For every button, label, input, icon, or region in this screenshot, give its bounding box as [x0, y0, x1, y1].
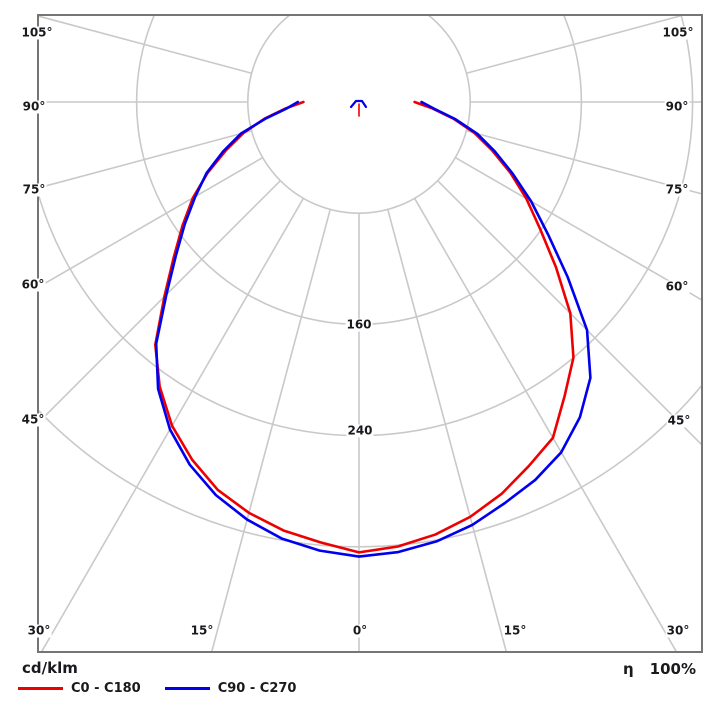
angle-label: 30°: [665, 623, 691, 638]
angle-label: 30°: [26, 623, 52, 638]
legend-label-c90-c270: C90 - C270: [217, 681, 297, 696]
unit-label: cd/klm: [22, 659, 78, 677]
plot-frame: [37, 14, 703, 653]
angle-label: 15°: [189, 623, 215, 638]
angle-label: 75°: [664, 182, 690, 197]
angle-label: 90°: [664, 99, 690, 114]
legend-swatch-c0-c180: [18, 687, 63, 690]
angle-label: 105°: [661, 25, 695, 40]
legend-label-c0-c180: C0 - C180: [71, 681, 141, 696]
legend-swatch-c90-c270: [164, 687, 210, 690]
angle-label: 60°: [664, 279, 690, 294]
curve-c0-c180: [153, 100, 575, 554]
efficiency-value: 100%: [649, 660, 696, 678]
ring-value-label: 160: [345, 317, 373, 332]
intensity-curves: [153, 99, 592, 558]
angle-label: 15°: [502, 623, 528, 638]
angle-label: 90°: [21, 99, 47, 114]
efficiency-readout: η 100%: [623, 660, 696, 678]
angle-label: 0°: [351, 623, 369, 638]
angle-label: 75°: [21, 182, 47, 197]
ring-value-label: 240: [346, 423, 374, 438]
angle-label: 60°: [20, 277, 46, 292]
legend: C0 - C180 C90 - C270: [18, 681, 320, 696]
angle-label: 45°: [666, 413, 692, 428]
angle-label: 45°: [20, 412, 46, 427]
efficiency-symbol: η: [622, 660, 634, 678]
angle-label: 105°: [20, 25, 54, 40]
curve-c90-c270: [154, 100, 592, 558]
